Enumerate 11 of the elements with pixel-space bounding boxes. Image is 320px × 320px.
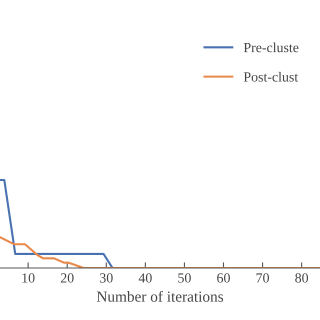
x-tick-label: 40 <box>138 273 152 283</box>
x-tick-label: 10 <box>22 273 35 283</box>
x-tick-label: 60 <box>217 273 230 283</box>
x-tick-label: 30 <box>100 273 113 283</box>
x-tick-label: 70 <box>256 273 269 283</box>
legend-label: Pre-cluste <box>244 42 298 52</box>
x-tick-label: 50 <box>178 273 191 283</box>
legend-label: Post-clust <box>244 72 298 82</box>
x-tick-label: 20 <box>60 273 74 283</box>
x-tick-label: 80 <box>295 273 308 283</box>
x-axis-title: Number of iterations <box>96 290 224 302</box>
